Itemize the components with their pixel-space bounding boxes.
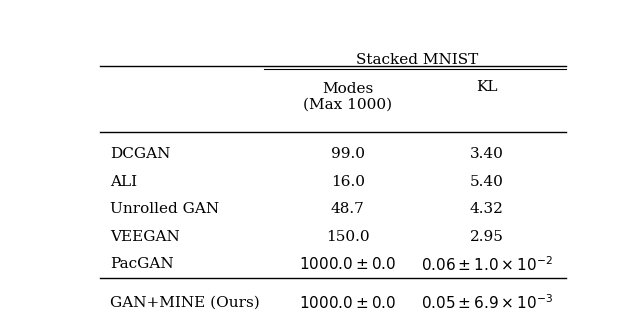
Text: Unrolled GAN: Unrolled GAN	[110, 202, 219, 216]
Text: GAN+MINE (Ours): GAN+MINE (Ours)	[110, 296, 259, 310]
Text: 48.7: 48.7	[331, 202, 365, 216]
Text: ALI: ALI	[110, 175, 137, 189]
Text: $0.06 \pm 1.0\times10^{-2}$: $0.06 \pm 1.0\times10^{-2}$	[421, 255, 552, 274]
Text: 4.32: 4.32	[470, 202, 504, 216]
Text: 16.0: 16.0	[331, 175, 365, 189]
Text: 5.40: 5.40	[470, 175, 504, 189]
Text: KL: KL	[476, 80, 497, 94]
Text: VEEGAN: VEEGAN	[110, 230, 179, 244]
Text: PacGAN: PacGAN	[110, 257, 173, 271]
Text: 99.0: 99.0	[331, 147, 365, 161]
Text: Modes
(Max 1000): Modes (Max 1000)	[303, 81, 392, 112]
Text: Stacked MNIST: Stacked MNIST	[356, 53, 479, 67]
Text: 3.40: 3.40	[470, 147, 504, 161]
Text: $1000.0 \pm 0.0$: $1000.0 \pm 0.0$	[300, 295, 396, 311]
Text: $1000.0 \pm 0.0$: $1000.0 \pm 0.0$	[300, 256, 396, 272]
Text: $0.05 \pm 6.9\times10^{-3}$: $0.05 \pm 6.9\times10^{-3}$	[420, 294, 553, 312]
Text: DCGAN: DCGAN	[110, 147, 170, 161]
Text: 150.0: 150.0	[326, 230, 370, 244]
Text: 2.95: 2.95	[470, 230, 504, 244]
